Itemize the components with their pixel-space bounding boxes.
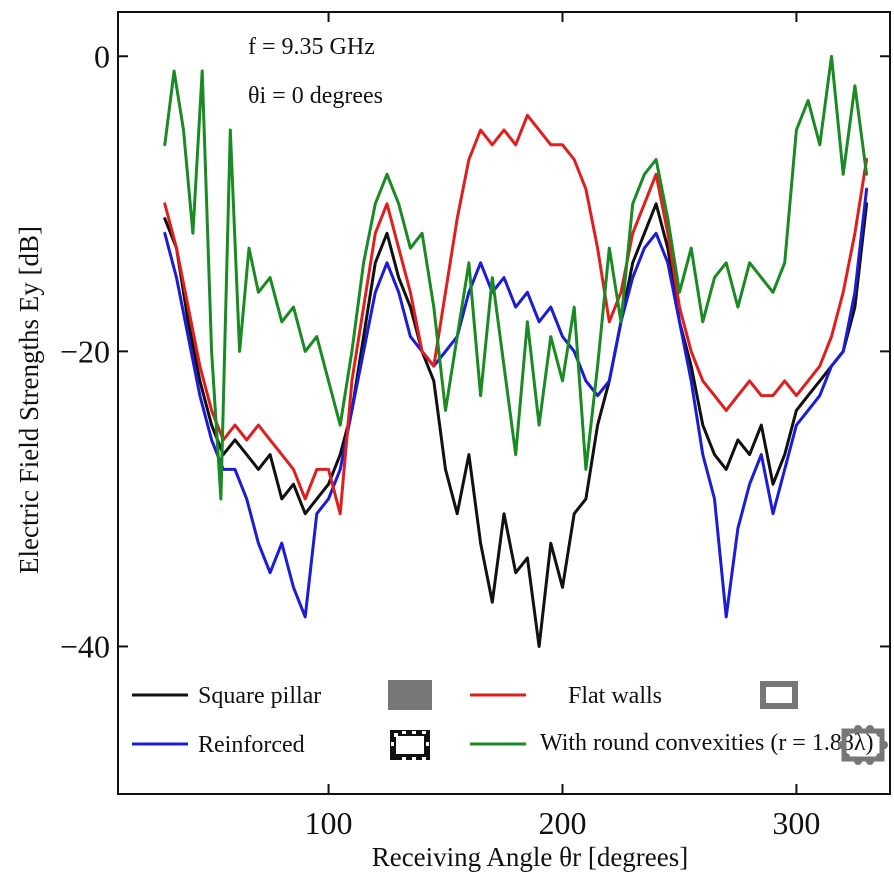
x-tick-label: 300 [772,805,820,841]
x-axis-title: Receiving Angle θr [degrees] [372,842,689,872]
x-tick-label: 200 [538,805,586,841]
legend-label-round-convexities: With round convexities (r = 1.88λ) [540,730,873,756]
y-axis-title: Electric Field Strengths Ey [dB] [14,226,44,574]
legend: Square pillar Flat walls Reinforced With… [132,680,888,765]
legend-label-flat-walls: Flat walls [568,683,662,709]
reinforced-icon [390,730,430,760]
y-tick-label: 0 [94,38,110,74]
flat-walls-icon [763,684,795,706]
y-tick-label: −40 [60,628,110,664]
series-line-0 [165,204,867,647]
legend-label-reinforced: Reinforced [198,732,305,758]
series-line-1 [165,189,867,617]
y-tick-label: −20 [60,333,110,369]
x-tick-label: 100 [305,805,353,841]
annotation-incidence-angle: θi = 0 degrees [248,83,383,109]
square-pillar-icon [388,680,432,710]
legend-label-square-pillar: Square pillar [198,683,321,709]
annotation-frequency: f = 9.35 GHz [248,34,375,60]
